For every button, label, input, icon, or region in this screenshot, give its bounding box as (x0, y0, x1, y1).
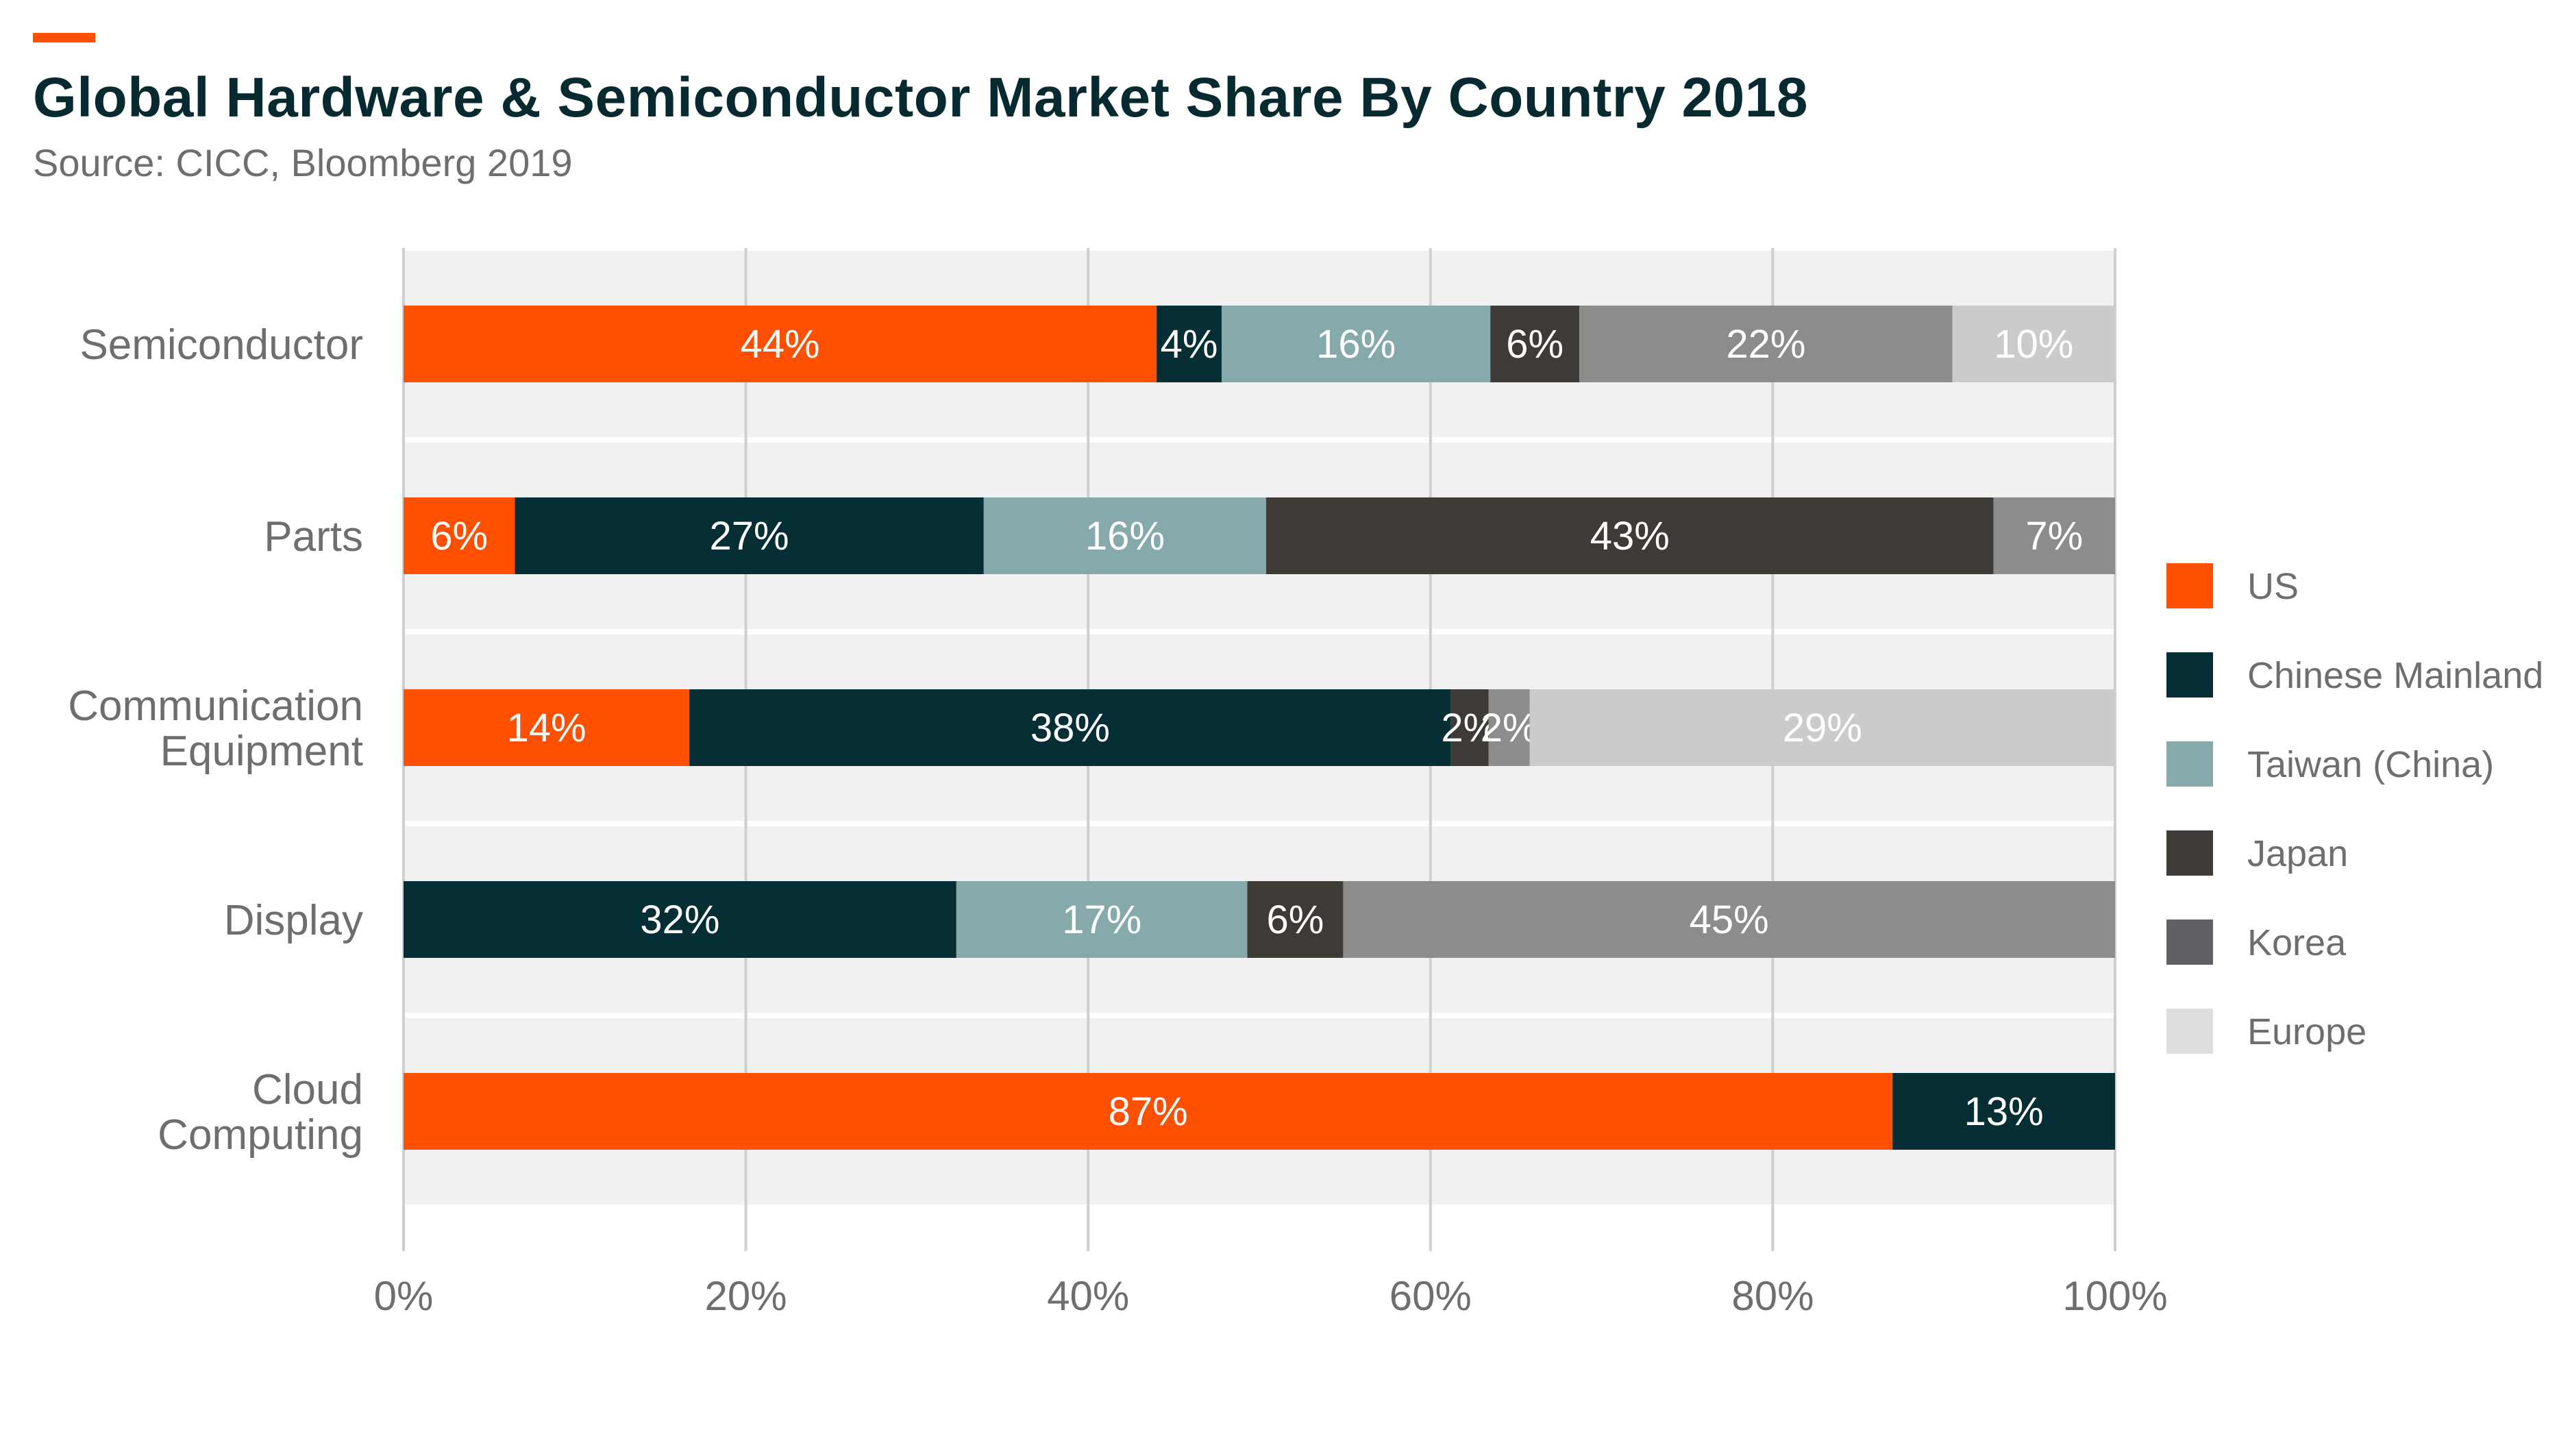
x-tick-label-3: 60% (1389, 1273, 1472, 1319)
bar-segment-4-1 (1892, 1073, 2115, 1150)
bar-segment-3-3 (1343, 881, 2115, 958)
bar-segment-2-4 (1529, 689, 2115, 766)
bar-segment-3-2 (1247, 881, 1344, 958)
bar-segment-2-2 (1450, 689, 1489, 766)
bar-segment-3-1 (956, 881, 1248, 958)
bar-segment-4-0 (404, 1073, 1893, 1150)
legend-label-2: Taiwan (China) (2247, 744, 2494, 785)
data-label-3-2: 6% (1267, 898, 1324, 942)
bar-segment-1-3 (1265, 497, 1994, 574)
data-label-2-4: 29% (1783, 706, 1862, 750)
title-accent-bar (33, 33, 95, 42)
category-label-2-0: Communication (68, 682, 363, 730)
bar-segment-0-3 (1490, 306, 1580, 382)
category-label-0: Semiconductor (79, 321, 363, 369)
x-tick-label-1: 20% (705, 1273, 787, 1319)
legend-label-3: Japan (2247, 833, 2348, 874)
bar-segment-1-0 (404, 497, 515, 574)
data-label-1-0: 6% (430, 514, 488, 558)
bar-segment-2-0 (404, 689, 690, 766)
category-label-4-0: Cloud (252, 1066, 363, 1113)
data-label-4-0: 87% (1109, 1089, 1188, 1134)
bar-segment-0-5 (1952, 306, 2115, 382)
bar-segment-0-2 (1222, 306, 1491, 382)
data-label-3-1: 17% (1062, 898, 1141, 942)
bar-segment-1-4 (1993, 497, 2115, 574)
bar-segment-0-1 (1157, 306, 1222, 382)
data-label-1-3: 43% (1590, 514, 1670, 558)
x-tick-label-5: 100% (2062, 1273, 2167, 1319)
category-label-1: Parts (264, 513, 363, 560)
bar-segment-2-3 (1488, 689, 1530, 766)
data-label-0-3: 6% (1506, 322, 1564, 367)
data-label-4-1: 13% (1964, 1089, 2044, 1134)
data-label-2-1: 38% (1030, 706, 1110, 750)
legend-swatch-3 (2166, 830, 2213, 876)
legend-label-4: Korea (2247, 922, 2347, 963)
data-label-2-3: 2% (1481, 706, 1538, 750)
data-label-1-2: 16% (1085, 514, 1165, 558)
data-label-1-4: 7% (2025, 514, 2083, 558)
legend-label-5: Europe (2247, 1011, 2367, 1052)
legend-swatch-5 (2166, 1009, 2213, 1054)
legend-swatch-4 (2166, 920, 2213, 965)
legend-swatch-0 (2166, 563, 2213, 608)
legend-label-0: US (2247, 566, 2299, 607)
data-label-0-4: 22% (1726, 322, 1805, 367)
data-label-3-0: 32% (640, 898, 719, 942)
x-tick-label-0: 0% (374, 1273, 434, 1319)
data-label-0-0: 44% (741, 322, 820, 367)
legend-label-1: Chinese Mainland (2247, 655, 2543, 696)
chart-subtitle: Source: CICC, Bloomberg 2019 (33, 141, 573, 184)
data-label-0-1: 4% (1161, 322, 1218, 367)
bar-segment-1-2 (983, 497, 1266, 574)
category-label-2-1: Equipment (160, 728, 363, 775)
data-label-0-2: 16% (1316, 322, 1396, 367)
x-tick-label-4: 80% (1731, 1273, 1814, 1319)
category-label-3: Display (224, 897, 363, 944)
bar-segment-0-4 (1579, 306, 1953, 382)
bar-segment-0-0 (404, 306, 1157, 382)
x-tick-label-2: 40% (1047, 1273, 1129, 1319)
data-label-0-5: 10% (1994, 322, 2073, 367)
bar-segment-1-1 (515, 497, 984, 574)
data-label-2-0: 14% (507, 706, 586, 750)
data-label-1-1: 27% (710, 514, 789, 558)
data-label-3-3: 45% (1690, 898, 1769, 942)
legend-swatch-2 (2166, 741, 2213, 787)
bar-segment-2-1 (689, 689, 1451, 766)
chart-title: Global Hardware & Semiconductor Market S… (33, 66, 1808, 129)
legend-swatch-1 (2166, 652, 2213, 698)
bar-segment-3-0 (404, 881, 956, 958)
category-label-4-1: Computing (158, 1111, 363, 1159)
